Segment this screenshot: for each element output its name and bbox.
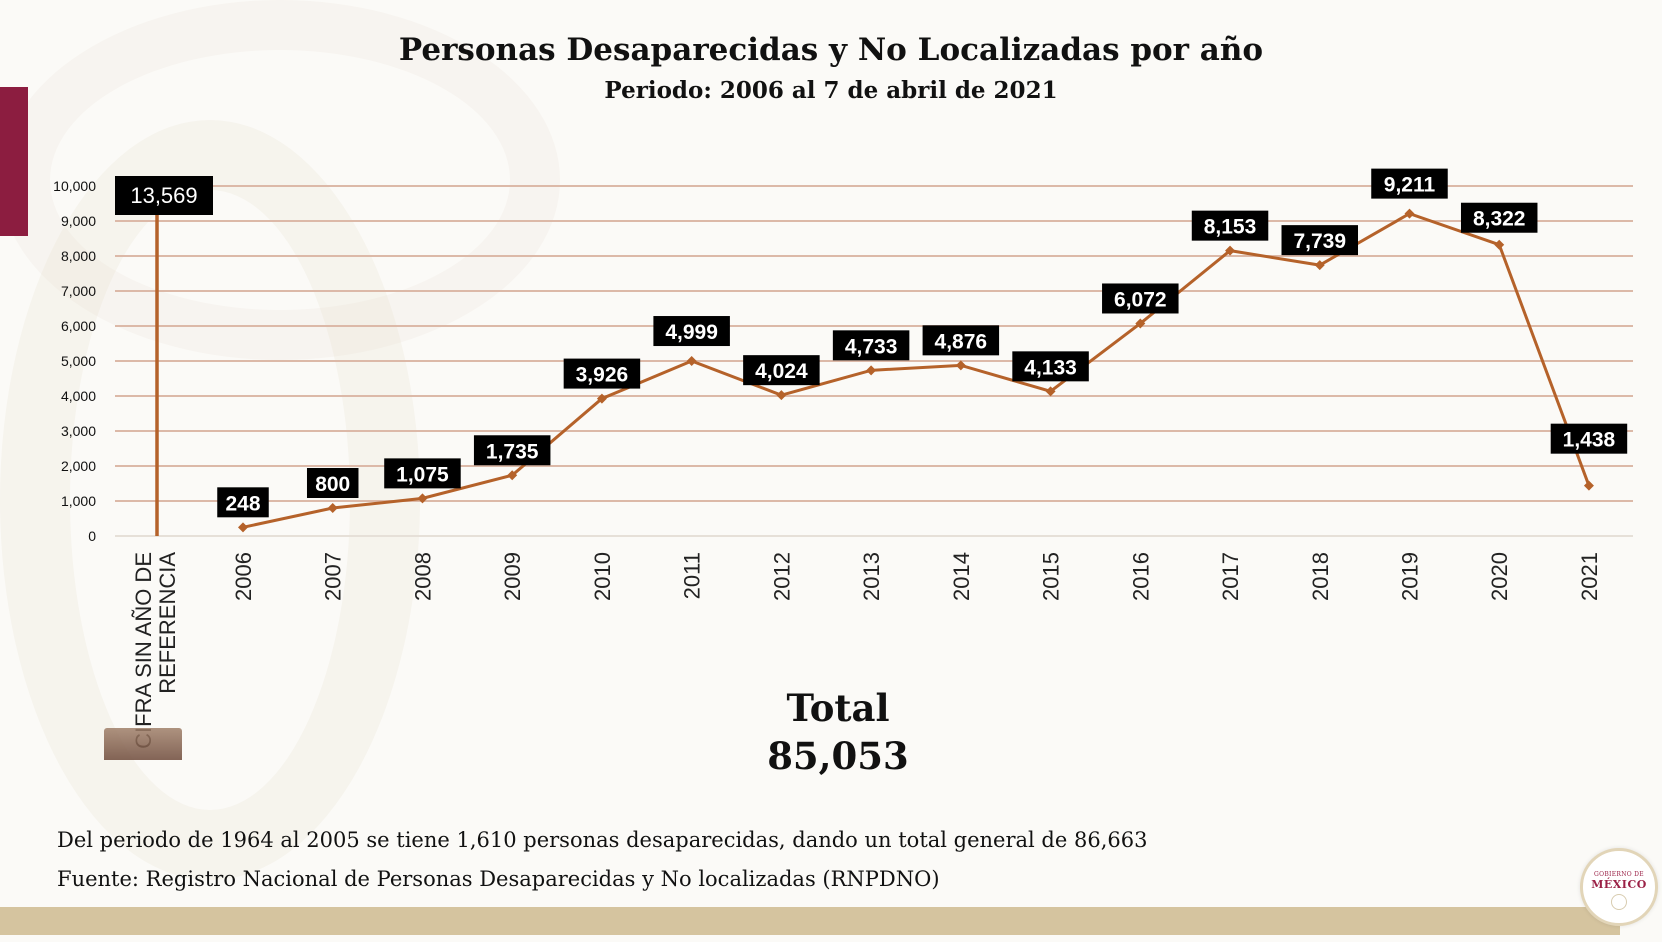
data-point-marker bbox=[596, 393, 607, 404]
data-label-box bbox=[922, 325, 1000, 356]
data-label-box bbox=[832, 330, 910, 361]
data-point-marker bbox=[327, 503, 338, 513]
x-tick-label: 2008 bbox=[410, 552, 435, 601]
logo-line1: GOBIERNO DE bbox=[1594, 871, 1644, 878]
no-year-category-label: CIFRA SIN AÑO DE bbox=[131, 552, 156, 749]
data-label-box bbox=[384, 458, 461, 489]
data-label-box bbox=[217, 487, 269, 518]
total-label: Total bbox=[786, 686, 890, 730]
data-point-marker bbox=[686, 356, 697, 367]
x-tick-label: 2015 bbox=[1039, 552, 1064, 601]
series-line bbox=[242, 211, 1591, 529]
data-label: 1,438 bbox=[1563, 429, 1616, 452]
gobierno-mexico-logo: GOBIERNO DE MÉXICO bbox=[1580, 848, 1658, 926]
data-label: 1,075 bbox=[396, 463, 449, 486]
data-label: 800 bbox=[315, 473, 350, 496]
x-tick-label: 2009 bbox=[500, 552, 525, 601]
x-tick-label: 2013 bbox=[859, 552, 884, 601]
note-period: Del periodo de 1964 al 2005 se tiene 1,6… bbox=[57, 828, 1148, 852]
data-label: 4,133 bbox=[1024, 356, 1077, 379]
no-year-data-label: 13,569 bbox=[130, 183, 197, 208]
data-point-marker bbox=[1045, 386, 1056, 397]
data-label-box bbox=[1281, 225, 1359, 256]
footer-band bbox=[0, 907, 1620, 935]
data-label-box bbox=[1102, 283, 1179, 314]
y-tick-label: 9,000 bbox=[61, 213, 96, 229]
data-label-box bbox=[743, 355, 820, 386]
data-label: 7,739 bbox=[1293, 230, 1346, 253]
data-label: 4,024 bbox=[755, 360, 808, 383]
data-point-marker bbox=[776, 390, 787, 401]
x-tick-label: 2017 bbox=[1218, 552, 1243, 601]
total-value: 85,053 bbox=[767, 734, 909, 778]
data-label: 1,735 bbox=[486, 440, 539, 463]
x-tick-label: 2007 bbox=[321, 552, 346, 601]
data-label-box bbox=[1460, 202, 1538, 233]
chart-subtitle: Periodo: 2006 al 7 de abril de 2021 bbox=[604, 77, 1058, 104]
y-tick-label: 5,000 bbox=[61, 353, 96, 369]
no-year-label-box bbox=[115, 176, 213, 215]
y-tick-label: 2,000 bbox=[61, 458, 96, 474]
y-tick-label: 7,000 bbox=[61, 283, 96, 299]
data-point-marker bbox=[1314, 260, 1325, 271]
x-tick-label: 2011 bbox=[680, 552, 705, 599]
no-year-category-label: REFERENCIA bbox=[155, 552, 180, 694]
data-label-box bbox=[1012, 351, 1089, 382]
data-label-box bbox=[1550, 423, 1628, 454]
data-label-box bbox=[1371, 168, 1448, 199]
data-point-marker bbox=[238, 522, 248, 533]
y-tick-label: 1,000 bbox=[61, 493, 96, 509]
data-label-box bbox=[473, 435, 551, 466]
data-label: 8,153 bbox=[1204, 216, 1257, 239]
data-label: 8,322 bbox=[1473, 208, 1526, 231]
x-tick-label: 2010 bbox=[590, 552, 615, 601]
data-label-box bbox=[306, 468, 359, 498]
data-point-marker bbox=[1404, 208, 1415, 219]
y-tick-label: 3,000 bbox=[61, 423, 96, 439]
x-tick-label: 2019 bbox=[1397, 552, 1422, 601]
data-label-box bbox=[563, 358, 641, 389]
data-point-marker bbox=[955, 360, 966, 371]
data-point-marker bbox=[1135, 318, 1146, 329]
data-label: 3,926 bbox=[576, 364, 629, 387]
x-tick-label: 2018 bbox=[1308, 552, 1333, 601]
data-label: 4,733 bbox=[845, 335, 898, 358]
data-label-box bbox=[653, 316, 730, 347]
y-tick-label: 8,000 bbox=[61, 248, 96, 264]
data-point-marker bbox=[866, 365, 877, 376]
chart-title: Personas Desaparecidas y No Localizadas … bbox=[398, 32, 1264, 68]
data-label: 4,876 bbox=[935, 330, 988, 353]
accent-bar bbox=[0, 87, 28, 236]
data-label: 9,211 bbox=[1384, 174, 1436, 197]
data-point-marker bbox=[1494, 239, 1505, 250]
logo-line2: MÉXICO bbox=[1591, 878, 1647, 891]
x-tick-label: 2014 bbox=[949, 552, 974, 601]
data-label-box bbox=[1191, 210, 1269, 241]
data-point-marker bbox=[417, 493, 428, 504]
photo-image bbox=[104, 728, 182, 760]
y-tick-label: 4,000 bbox=[61, 388, 96, 404]
data-point-marker bbox=[1225, 245, 1236, 256]
x-tick-label: 2021 bbox=[1577, 552, 1602, 601]
data-point-marker bbox=[1583, 480, 1594, 491]
y-tick-label: 0 bbox=[88, 528, 96, 544]
note-source: Fuente: Registro Nacional de Personas De… bbox=[57, 867, 940, 891]
x-tick-label: 2006 bbox=[231, 552, 256, 601]
x-tick-label: 2016 bbox=[1128, 552, 1153, 601]
seal-icon bbox=[1611, 894, 1627, 910]
data-label: 248 bbox=[225, 492, 260, 515]
y-tick-label: 6,000 bbox=[61, 318, 96, 334]
data-label: 4,999 bbox=[665, 321, 718, 344]
data-point-marker bbox=[507, 470, 518, 481]
y-tick-label: 10,000 bbox=[53, 178, 96, 194]
x-tick-label: 2020 bbox=[1487, 552, 1512, 601]
data-label: 6,072 bbox=[1114, 288, 1167, 311]
x-tick-label: 2012 bbox=[769, 552, 794, 601]
